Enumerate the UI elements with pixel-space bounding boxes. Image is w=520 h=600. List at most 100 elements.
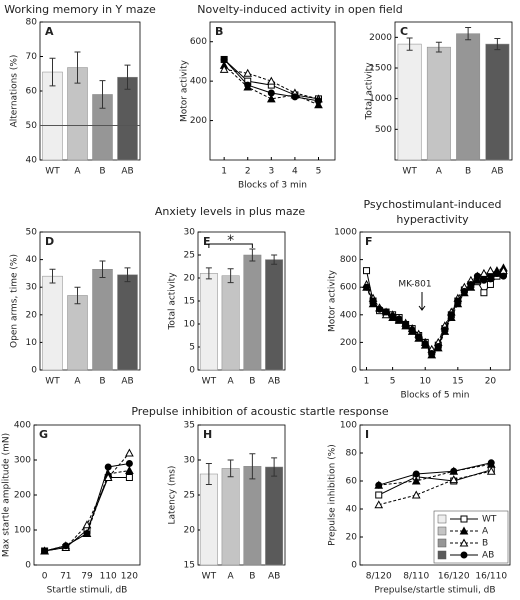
point bbox=[382, 308, 390, 316]
y-tick-label: 0 bbox=[189, 366, 195, 376]
y-tick-label: 30 bbox=[26, 283, 38, 293]
x-tick-label: 120 bbox=[121, 572, 138, 582]
plot-frame bbox=[359, 231, 511, 371]
point bbox=[103, 472, 113, 481]
point bbox=[415, 333, 423, 341]
point bbox=[243, 68, 253, 77]
x-tick-label: 5 bbox=[316, 167, 322, 177]
error-bar bbox=[249, 248, 256, 262]
point bbox=[487, 459, 495, 467]
y-axis-label: Open arms, time (%) bbox=[10, 254, 20, 348]
x-tick-label: B bbox=[249, 572, 255, 582]
legend-swatch bbox=[437, 538, 447, 548]
point bbox=[374, 500, 384, 509]
panel-letter: A bbox=[45, 25, 54, 38]
point bbox=[41, 547, 49, 555]
y-tick-label: 400 bbox=[190, 77, 207, 87]
bar bbox=[221, 468, 240, 566]
x-tick-label: A bbox=[74, 377, 81, 387]
x-tick-label: 4 bbox=[292, 167, 298, 177]
plot-frame bbox=[394, 21, 513, 161]
point bbox=[473, 272, 481, 280]
y-tick-label: 1500 bbox=[369, 64, 392, 74]
x-axis-label: Prepulse/startle stimuli, dB bbox=[374, 586, 495, 596]
error-bar bbox=[124, 64, 131, 90]
y-tick-label: 100 bbox=[14, 526, 31, 536]
x-tick-label: 1 bbox=[221, 167, 227, 177]
y-tick-label: 500 bbox=[375, 125, 392, 135]
series-line bbox=[44, 463, 130, 552]
point bbox=[467, 280, 475, 288]
series-line bbox=[378, 462, 492, 486]
legend-box bbox=[433, 510, 509, 564]
y-axis-label: Motor activity bbox=[180, 59, 190, 122]
legend-label: A bbox=[482, 527, 489, 537]
bar bbox=[199, 273, 218, 371]
panel-title: Anxiety levels in plus maze bbox=[154, 205, 306, 218]
bar bbox=[243, 254, 262, 371]
y-axis-label: Latency (ms) bbox=[168, 466, 178, 525]
point bbox=[486, 275, 494, 283]
x-tick-label: 1 bbox=[364, 377, 370, 387]
point bbox=[267, 89, 275, 97]
legend-marker bbox=[459, 538, 469, 547]
x-tick-label: B bbox=[465, 167, 471, 177]
point bbox=[125, 474, 133, 481]
error-bar bbox=[249, 453, 256, 480]
panel-letter: D bbox=[45, 235, 54, 248]
error-bar bbox=[494, 38, 501, 51]
point bbox=[219, 64, 229, 73]
bar bbox=[221, 275, 240, 371]
y-axis-label: Motor activity bbox=[328, 269, 338, 332]
bar bbox=[265, 466, 284, 566]
point bbox=[369, 297, 377, 305]
point bbox=[291, 93, 299, 101]
y-axis-label: Max startle amplitude (mN) bbox=[2, 433, 12, 557]
x-tick-label: WT bbox=[45, 167, 60, 177]
x-tick-label: WT bbox=[202, 377, 217, 387]
panel-title: Working memory in Y maze bbox=[4, 3, 156, 16]
point bbox=[82, 520, 92, 529]
x-tick-label: AB bbox=[268, 572, 280, 582]
x-tick-label: A bbox=[436, 167, 443, 177]
y-tick-label: 0 bbox=[25, 561, 31, 571]
panel-letter: I bbox=[365, 428, 369, 441]
point bbox=[363, 267, 371, 275]
y-tick-label: 0 bbox=[351, 366, 357, 376]
y-tick-label: 1000 bbox=[334, 228, 357, 238]
panel-title: Prepulse inhibition of acoustic startle … bbox=[131, 405, 389, 418]
point bbox=[449, 475, 459, 484]
x-tick-label: WT bbox=[202, 572, 217, 582]
x-tick-label: AB bbox=[121, 167, 133, 177]
point bbox=[408, 326, 416, 334]
error-bar bbox=[49, 268, 56, 284]
x-tick-label: 16/120 bbox=[438, 572, 470, 582]
y-tick-label: 80 bbox=[26, 18, 38, 28]
x-tick-label: 3 bbox=[268, 167, 274, 177]
y-tick-label: 600 bbox=[190, 37, 207, 47]
y-tick-label: 300 bbox=[14, 456, 31, 466]
point bbox=[441, 326, 449, 334]
y-axis-label: Total activity bbox=[365, 62, 375, 121]
bar bbox=[67, 295, 88, 371]
legend-swatch bbox=[437, 526, 447, 536]
point bbox=[411, 490, 421, 499]
y-tick-label: 30 bbox=[184, 228, 196, 238]
y-tick-label: 25 bbox=[184, 251, 195, 261]
y-tick-label: 60 bbox=[26, 87, 38, 97]
point bbox=[402, 320, 410, 328]
plot-frame bbox=[209, 21, 336, 161]
y-tick-label: 200 bbox=[14, 491, 31, 501]
panel-letter: F bbox=[365, 235, 373, 248]
panel-letter: C bbox=[400, 25, 408, 38]
panel-letter: G bbox=[39, 428, 48, 441]
plot-frame bbox=[39, 231, 141, 371]
point bbox=[83, 530, 91, 537]
point bbox=[428, 349, 436, 357]
point bbox=[480, 276, 488, 284]
x-tick-label: 20 bbox=[485, 377, 497, 387]
panel-title: Psychostimulant-induced hyperactivity bbox=[363, 198, 502, 226]
plot-frame bbox=[359, 424, 511, 566]
